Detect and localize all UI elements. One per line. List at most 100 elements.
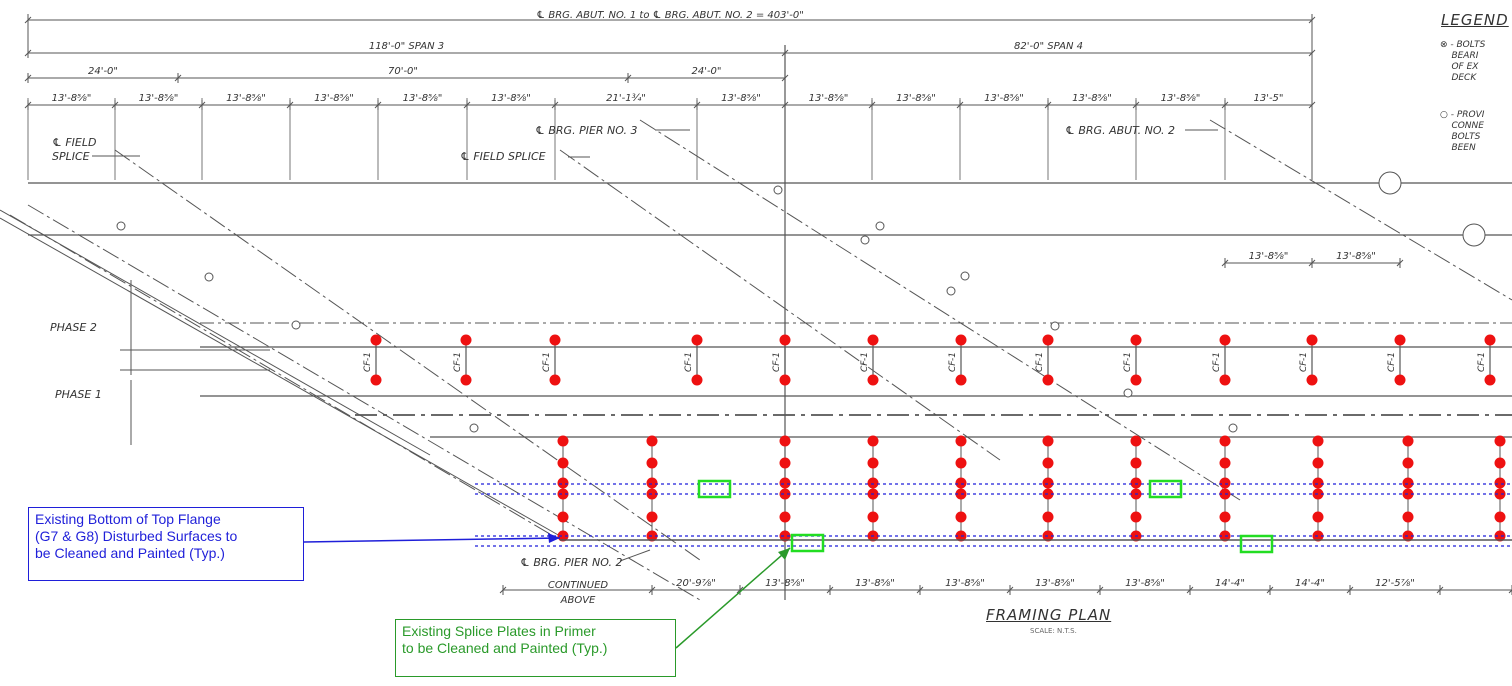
connection-dot xyxy=(867,374,879,386)
bolt-marker xyxy=(116,221,126,231)
connection-dot xyxy=(1494,477,1506,489)
connection-dot xyxy=(646,457,658,469)
splice-plate-highlight xyxy=(790,533,825,553)
cross-frame-label: CF-1 xyxy=(1299,352,1309,372)
overall-dimension-text: ℄ BRG. ABUT. NO. 1 to ℄ BRG. ABUT. NO. 2… xyxy=(536,10,804,21)
connection-dot xyxy=(867,435,879,447)
dim-tick xyxy=(1006,586,1014,594)
bay-dim-text: 13'-8⅝" xyxy=(1072,93,1112,104)
dim-tick xyxy=(624,74,632,82)
bottom-dim-text: 12'-5⅞" xyxy=(1375,578,1415,589)
bolt-marker xyxy=(469,423,479,433)
skew-centerline xyxy=(559,149,1001,461)
dim-tick xyxy=(499,586,507,594)
dim-tick xyxy=(736,586,744,594)
bay-dim-text: 13'-5" xyxy=(1253,93,1283,104)
bay-dim-text: 13'-8⅝" xyxy=(491,93,531,104)
dim-tick xyxy=(1266,586,1274,594)
bottom-dim-text: 13'-8⅝" xyxy=(765,578,805,589)
bolt-marker xyxy=(1228,423,1238,433)
dim-tick xyxy=(1186,586,1194,594)
framing-plan-scale: SCALE: N.T.S. xyxy=(1030,627,1077,635)
connection-dot xyxy=(1042,334,1054,346)
cross-frame-label: CF-1 xyxy=(860,352,870,372)
skew-centerline xyxy=(9,214,561,541)
connection-dot xyxy=(1042,511,1054,523)
connection-dot xyxy=(1042,477,1054,489)
sub-dim-text: 24'-0" xyxy=(691,66,721,77)
span-dim-text: 118'-0" SPAN 3 xyxy=(369,41,444,52)
blue-arrow-head xyxy=(548,533,560,543)
connection-dot xyxy=(867,457,879,469)
girder-bubble-g2 xyxy=(1462,223,1486,247)
connection-dot xyxy=(779,530,791,542)
connection-dot xyxy=(549,334,561,346)
connection-dot xyxy=(557,488,569,500)
connection-dot xyxy=(1494,488,1506,500)
connection-dot xyxy=(646,435,658,447)
connection-dot xyxy=(646,477,658,489)
connection-dot xyxy=(1306,374,1318,386)
connection-dot xyxy=(779,435,791,447)
connection-dot xyxy=(370,374,382,386)
bay-dim-text: 13'-8⅝" xyxy=(139,93,179,104)
connection-dot xyxy=(557,477,569,489)
connection-dot xyxy=(1130,435,1142,447)
connection-dot xyxy=(557,457,569,469)
dim-tick xyxy=(1508,589,1512,594)
abut-2-label: ℄ BRG. ABUT. NO. 2 xyxy=(1065,124,1175,137)
connection-dot xyxy=(955,374,967,386)
green-callout-line-1: Existing Splice Plates in Primer xyxy=(402,623,596,639)
bay-dim-text: 13'-8⅝" xyxy=(809,93,849,104)
connection-dot xyxy=(1130,477,1142,489)
cross-frame-label: CF-1 xyxy=(948,352,958,372)
connection-dot xyxy=(1494,530,1506,542)
green-arrow-head xyxy=(778,548,790,560)
connection-dot xyxy=(955,435,967,447)
bottom-dim-text: 20'-9⅞" xyxy=(676,578,716,589)
bay-dim-text: 13'-8⅝" xyxy=(1161,93,1201,104)
dim-tick xyxy=(174,74,182,82)
bolt-marker xyxy=(773,185,783,195)
connection-dot xyxy=(1130,374,1142,386)
connection-dot xyxy=(1219,457,1231,469)
connection-dot xyxy=(460,334,472,346)
connection-dot xyxy=(1394,374,1406,386)
blue-callout-line-2: (G7 & G8) Disturbed Surfaces to xyxy=(35,528,238,544)
connection-dot xyxy=(1312,511,1324,523)
blue-callout-box: Existing Bottom of Top Flange (G7 & G8) … xyxy=(28,507,304,581)
bolt-marker xyxy=(1123,388,1133,398)
dim-tick xyxy=(24,74,32,82)
cross-frame-label: CF-1 xyxy=(363,352,373,372)
field-splice-left-label: ℄ FIELD xyxy=(52,136,96,149)
connection-dot xyxy=(779,334,791,346)
connection-dot xyxy=(1402,457,1414,469)
bottom-dim-text: 14'-4" xyxy=(1295,578,1325,589)
blue-callout-leader xyxy=(303,537,561,543)
connection-dot xyxy=(1312,477,1324,489)
bolt-marker xyxy=(875,221,885,231)
bottom-dim-text: 13'-8⅝" xyxy=(1035,578,1075,589)
connection-dot xyxy=(1130,334,1142,346)
connection-dot xyxy=(1394,334,1406,346)
green-callout-box: Existing Splice Plates in Primer to be C… xyxy=(395,619,676,677)
connection-dot xyxy=(1494,511,1506,523)
green-callout-line-2: to be Cleaned and Painted (Typ.) xyxy=(402,640,608,656)
connection-dot xyxy=(1484,334,1496,346)
splice-plate-highlight xyxy=(1148,479,1183,499)
annotations xyxy=(116,171,1512,649)
connection-dot xyxy=(646,511,658,523)
bolt-marker xyxy=(960,271,970,281)
green-callout-leader xyxy=(675,547,791,649)
dim-tick xyxy=(781,74,789,82)
skew-centerline xyxy=(27,204,701,601)
splice-plate-highlight xyxy=(697,479,732,499)
blue-callout-line-1: Existing Bottom of Top Flange xyxy=(35,511,221,527)
bottom-dim-text: 13'-8⅝" xyxy=(945,578,985,589)
connection-dot xyxy=(370,334,382,346)
dim-tick xyxy=(648,586,656,594)
connection-dot xyxy=(779,511,791,523)
connection-dot xyxy=(779,477,791,489)
field-splice-mid-label: ℄ FIELD SPLICE xyxy=(460,150,546,163)
